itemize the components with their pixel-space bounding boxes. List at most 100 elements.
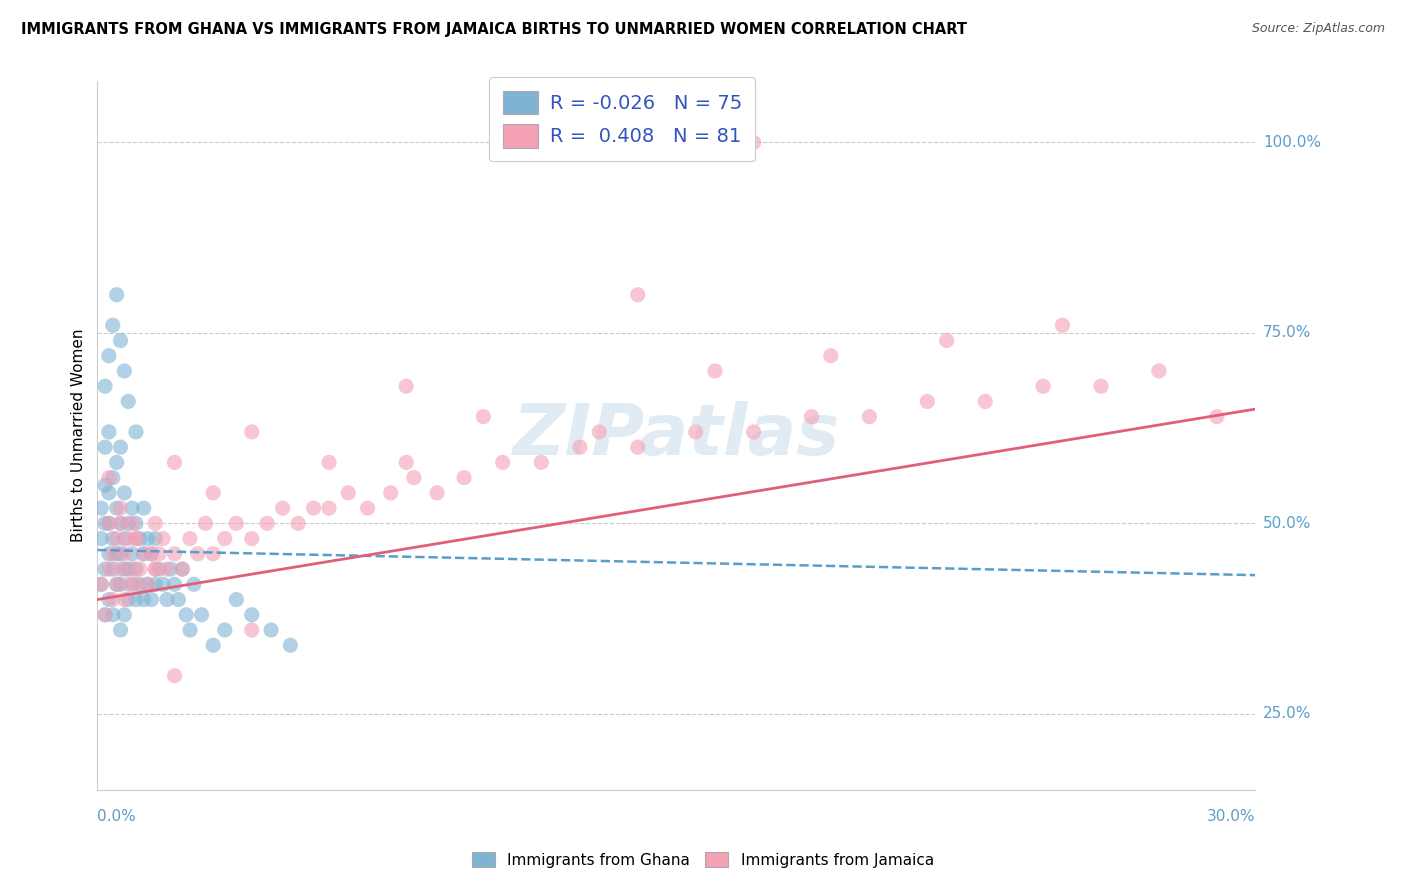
Point — [110, 334, 132, 348]
Point — [194, 516, 217, 531]
Point — [112, 592, 135, 607]
Point — [356, 501, 378, 516]
Point — [105, 577, 128, 591]
Point — [112, 532, 135, 546]
Text: 25.0%: 25.0% — [1263, 706, 1312, 722]
Point — [240, 425, 263, 439]
Point — [318, 455, 340, 469]
Point — [117, 562, 139, 576]
Point — [260, 623, 283, 637]
Point — [132, 547, 155, 561]
Point — [101, 607, 124, 622]
Point — [143, 577, 166, 591]
Point — [128, 562, 150, 576]
Point — [105, 577, 128, 591]
Point — [105, 501, 128, 516]
Point — [395, 455, 418, 469]
Point — [101, 592, 124, 607]
Point — [97, 592, 120, 607]
Point — [143, 562, 166, 576]
Point — [94, 379, 117, 393]
Point — [179, 532, 201, 546]
Text: ZIPatlas: ZIPatlas — [513, 401, 839, 470]
Text: 50.0%: 50.0% — [1263, 516, 1312, 531]
Point — [395, 379, 418, 393]
Point — [742, 425, 765, 439]
Point — [256, 516, 278, 531]
Point — [202, 638, 225, 652]
Point — [125, 425, 148, 439]
Point — [94, 440, 117, 454]
Point — [110, 501, 132, 516]
Point — [110, 577, 132, 591]
Point — [174, 607, 197, 622]
Point — [1090, 379, 1112, 393]
Point — [143, 532, 166, 546]
Point — [280, 638, 302, 652]
Point — [97, 486, 120, 500]
Point — [225, 516, 247, 531]
Point — [627, 440, 650, 454]
Point — [117, 394, 139, 409]
Point — [163, 547, 186, 561]
Point — [97, 516, 120, 531]
Point — [820, 349, 842, 363]
Point — [121, 547, 143, 561]
Point — [143, 516, 166, 531]
Point — [337, 486, 360, 500]
Point — [240, 623, 263, 637]
Point — [105, 547, 128, 561]
Point — [97, 547, 120, 561]
Point — [90, 577, 112, 591]
Point — [685, 425, 707, 439]
Point — [627, 287, 650, 301]
Point — [101, 532, 124, 546]
Point — [94, 478, 117, 492]
Point — [214, 532, 236, 546]
Point — [101, 562, 124, 576]
Point — [148, 547, 170, 561]
Text: 75.0%: 75.0% — [1263, 326, 1312, 341]
Point — [800, 409, 823, 424]
Point — [225, 592, 247, 607]
Point — [97, 425, 120, 439]
Point — [90, 501, 112, 516]
Point — [121, 501, 143, 516]
Point — [97, 516, 120, 531]
Point — [742, 136, 765, 150]
Point — [110, 547, 132, 561]
Point — [121, 562, 143, 576]
Point — [935, 334, 957, 348]
Point — [132, 501, 155, 516]
Point — [110, 516, 132, 531]
Point — [492, 455, 515, 469]
Point — [172, 562, 194, 576]
Point — [112, 607, 135, 622]
Point — [117, 532, 139, 546]
Point — [101, 547, 124, 561]
Point — [588, 425, 610, 439]
Point — [1052, 318, 1074, 333]
Point — [97, 470, 120, 484]
Point — [112, 547, 135, 561]
Point — [380, 486, 402, 500]
Point — [1032, 379, 1054, 393]
Point — [105, 455, 128, 469]
Point — [167, 592, 190, 607]
Point — [117, 592, 139, 607]
Point — [121, 516, 143, 531]
Point — [117, 516, 139, 531]
Point — [125, 592, 148, 607]
Point — [143, 562, 166, 576]
Point — [112, 364, 135, 378]
Point — [402, 470, 425, 484]
Y-axis label: Births to Unmarried Women: Births to Unmarried Women — [72, 329, 86, 542]
Point — [90, 532, 112, 546]
Point — [163, 455, 186, 469]
Point — [125, 532, 148, 546]
Point — [110, 623, 132, 637]
Point — [287, 516, 309, 531]
Point — [94, 562, 117, 576]
Point — [974, 394, 997, 409]
Point — [141, 592, 163, 607]
